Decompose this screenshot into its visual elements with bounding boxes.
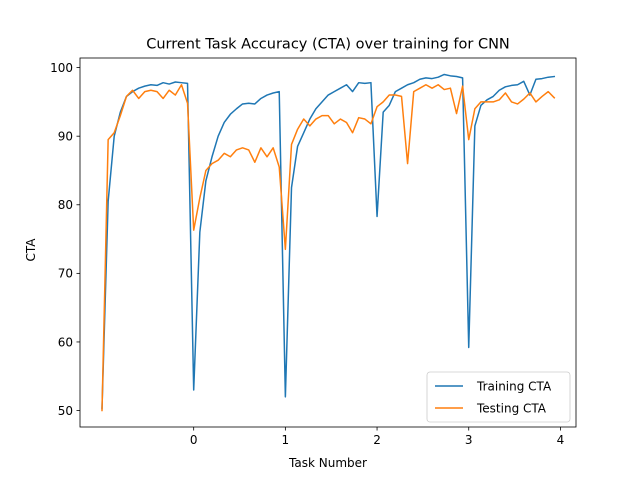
y-axis-title: CTA — [24, 238, 38, 262]
x-axis-title: Task Number — [288, 456, 367, 470]
y-tick-label: 100 — [50, 61, 73, 75]
series-line-2 — [101, 84, 556, 412]
y-tick-label: 90 — [58, 129, 73, 143]
x-tick-label: 2 — [373, 433, 381, 447]
y-tick-label: 70 — [58, 267, 73, 281]
y-tick-label: 50 — [58, 404, 73, 418]
legend: Training CTA Testing CTA — [426, 371, 571, 423]
plot-area: 0 1 2 3 4 50 60 70 80 90 100 — [50, 57, 577, 447]
x-tick-label: 4 — [557, 433, 565, 447]
x-tick-label: 3 — [465, 433, 473, 447]
y-tick-label: 80 — [58, 198, 73, 212]
axes-frame — [79, 57, 577, 428]
chart-title: Current Task Accuracy (CTA) over trainin… — [146, 37, 510, 53]
series-line-1 — [101, 73, 556, 410]
y-tick-label: 60 — [58, 335, 73, 349]
legend-label-1: Training CTA — [476, 379, 552, 393]
legend-box — [426, 371, 571, 423]
legend-label-2: Testing CTA — [476, 401, 547, 415]
x-tick-label: 1 — [282, 433, 290, 447]
x-tick-label: 0 — [190, 433, 198, 447]
